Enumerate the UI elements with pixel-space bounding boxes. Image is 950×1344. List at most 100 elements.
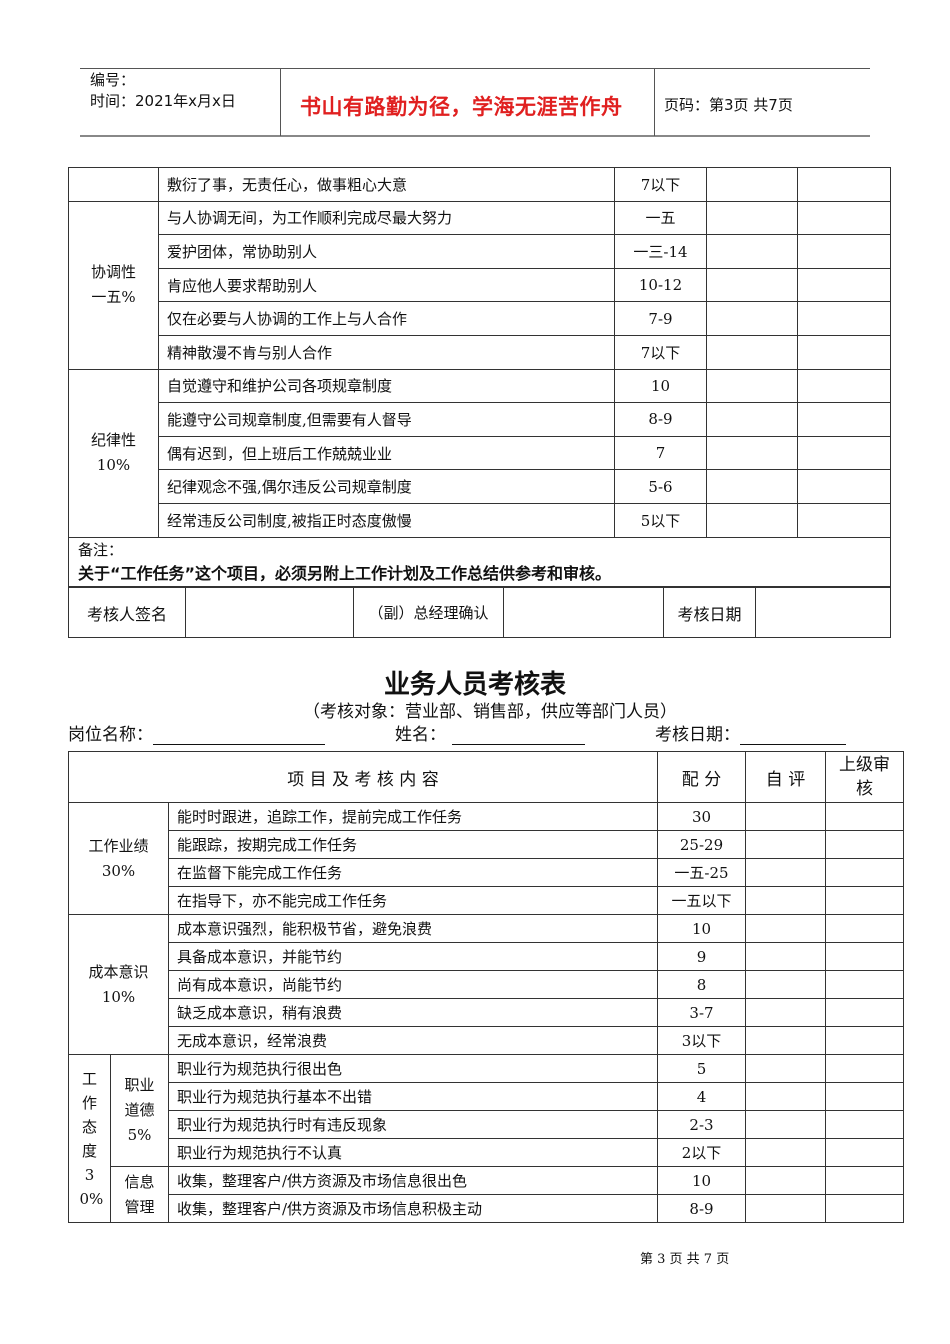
- review-cell[interactable]: [797, 301, 891, 336]
- review-cell[interactable]: [797, 402, 891, 437]
- self-score-cell[interactable]: [745, 1026, 826, 1055]
- table-row: 职业行为规范执行时有违反现象 2-3: [69, 1110, 904, 1139]
- item-content: 职业行为规范执行基本不出错: [168, 1082, 658, 1111]
- table-row: 敷衍了事，无责任心，做事粗心大意 7以下: [68, 167, 891, 202]
- item-score: 2以下: [657, 1138, 746, 1167]
- self-score-cell[interactable]: [745, 942, 826, 971]
- self-score-cell[interactable]: [745, 858, 826, 887]
- review-cell[interactable]: [825, 1166, 904, 1195]
- self-score-cell[interactable]: [745, 998, 826, 1027]
- review-cell[interactable]: [797, 368, 891, 404]
- item-content: 职业行为规范执行很出色: [168, 1054, 658, 1083]
- item-score: 30: [657, 802, 746, 831]
- review-cell[interactable]: [797, 334, 891, 370]
- item-score: 10: [657, 914, 746, 943]
- self-score-cell[interactable]: [745, 914, 826, 943]
- table-row: 偶有迟到，但上班后工作兢兢业业 7: [69, 435, 891, 471]
- table-row: 信息管理 收集，整理客户/供方资源及市场信息很出色 10: [69, 1166, 904, 1223]
- category-weight: 一五%: [91, 288, 136, 307]
- category-name: 工作态度: [81, 1069, 97, 1160]
- review-cell[interactable]: [825, 1110, 904, 1139]
- self-score-cell[interactable]: [745, 1138, 826, 1167]
- review-cell[interactable]: [825, 830, 904, 859]
- table-row: 工作态度 30% 职业道德 5% 职业行为规范执行很出色 5: [68, 1054, 904, 1223]
- self-score-cell[interactable]: [706, 301, 798, 336]
- item-score: 一五-25: [657, 858, 746, 887]
- item-content: 具备成本意识，并能节约: [168, 942, 658, 971]
- item-content: 能时时跟进，追踪工作，提前完成工作任务: [168, 802, 658, 831]
- review-cell[interactable]: [825, 942, 904, 971]
- header-divider: [280, 68, 281, 136]
- self-score-cell[interactable]: [745, 1110, 826, 1139]
- self-score-cell[interactable]: [745, 970, 826, 999]
- review-date-field[interactable]: 考核日期：: [655, 720, 846, 745]
- self-score-cell[interactable]: [706, 502, 798, 538]
- item-score: 8-9: [614, 402, 707, 437]
- review-cell[interactable]: [797, 200, 891, 236]
- table-row: 缺乏成本意识，稍有浪费 3-7: [69, 998, 904, 1027]
- category-name: 协调性: [90, 263, 136, 282]
- self-score-cell[interactable]: [745, 886, 826, 915]
- self-score-cell[interactable]: [706, 469, 798, 504]
- self-score-cell[interactable]: [706, 167, 798, 202]
- review-cell[interactable]: [825, 802, 904, 831]
- review-cell[interactable]: [825, 998, 904, 1027]
- self-score-cell[interactable]: [745, 830, 826, 859]
- self-score-cell[interactable]: [706, 234, 798, 269]
- item-score: 3以下: [657, 1026, 746, 1055]
- self-score-cell[interactable]: [745, 802, 826, 831]
- remark-row: 备注： 关于“工作任务”这个项目，必须另附上工作计划及工作总结供参考和审核。: [68, 536, 891, 587]
- header-content: 项 目 及 考 核 内 容: [68, 751, 658, 803]
- review-cell[interactable]: [825, 858, 904, 887]
- review-cell[interactable]: [797, 502, 891, 538]
- review-cell[interactable]: [797, 267, 891, 303]
- self-score-cell[interactable]: [706, 267, 798, 303]
- review-cell[interactable]: [825, 1194, 904, 1223]
- review-cell[interactable]: [825, 914, 904, 943]
- review-cell[interactable]: [825, 886, 904, 915]
- item-content: 肯应他人要求帮助别人: [158, 267, 615, 303]
- self-score-cell[interactable]: [706, 402, 798, 437]
- gm-confirm-field[interactable]: [503, 587, 664, 638]
- self-score-cell[interactable]: [706, 334, 798, 370]
- review-cell[interactable]: [825, 1138, 904, 1167]
- item-score: 9: [657, 942, 746, 971]
- self-score-cell[interactable]: [706, 200, 798, 236]
- table-row: 精神散漫不肯与别人合作 7以下: [69, 334, 891, 370]
- review-cell[interactable]: [825, 970, 904, 999]
- name-field[interactable]: 姓名：: [395, 720, 585, 745]
- item-content: 精神散漫不肯与别人合作: [158, 334, 615, 370]
- signer-field[interactable]: [185, 587, 354, 638]
- item-content: 在监督下能完成工作任务: [168, 858, 658, 887]
- review-cell[interactable]: [797, 167, 891, 202]
- post-name-field[interactable]: 岗位名称：: [68, 720, 325, 745]
- table-row: 爱护团体，常协助别人 一三-14: [69, 234, 891, 269]
- item-content: 缺乏成本意识，稍有浪费: [168, 998, 658, 1027]
- review-cell[interactable]: [797, 435, 891, 471]
- self-score-cell[interactable]: [745, 1054, 826, 1083]
- item-content: 能跟踪，按期完成工作任务: [168, 830, 658, 859]
- subcategory-cell: 职业道德 5%: [110, 1054, 169, 1167]
- self-score-cell[interactable]: [745, 1082, 826, 1111]
- item-score: 10: [614, 368, 707, 404]
- item-content: 爱护团体，常协助别人: [158, 234, 615, 269]
- review-cell[interactable]: [797, 469, 891, 504]
- remark-text: 关于“工作任务”这个项目，必须另附上工作计划及工作总结供参考和审核。: [78, 563, 612, 583]
- item-content: 无成本意识，经常浪费: [168, 1026, 658, 1055]
- review-date-field[interactable]: [755, 587, 891, 638]
- self-score-cell[interactable]: [706, 368, 798, 404]
- self-score-cell[interactable]: [745, 1166, 826, 1195]
- item-content: 收集，整理客户/供方资源及市场信息很出色: [168, 1166, 658, 1195]
- review-cell[interactable]: [825, 1054, 904, 1083]
- table-row: 无成本意识，经常浪费 3以下: [69, 1026, 904, 1055]
- review-cell[interactable]: [825, 1082, 904, 1111]
- item-content: 经常违反公司制度,被指正时态度傲慢: [158, 502, 615, 538]
- review-date-label: 考核日期: [663, 587, 756, 638]
- self-score-cell[interactable]: [745, 1194, 826, 1223]
- self-score-cell[interactable]: [706, 435, 798, 471]
- review-cell[interactable]: [797, 234, 891, 269]
- form-subtitle: （考核对象：营业部、销售部，供应等部门人员）: [303, 702, 677, 722]
- review-cell[interactable]: [825, 1026, 904, 1055]
- table-row: 工作业绩 30% 能时时跟进，追踪工作，提前完成工作任务 30: [68, 802, 904, 915]
